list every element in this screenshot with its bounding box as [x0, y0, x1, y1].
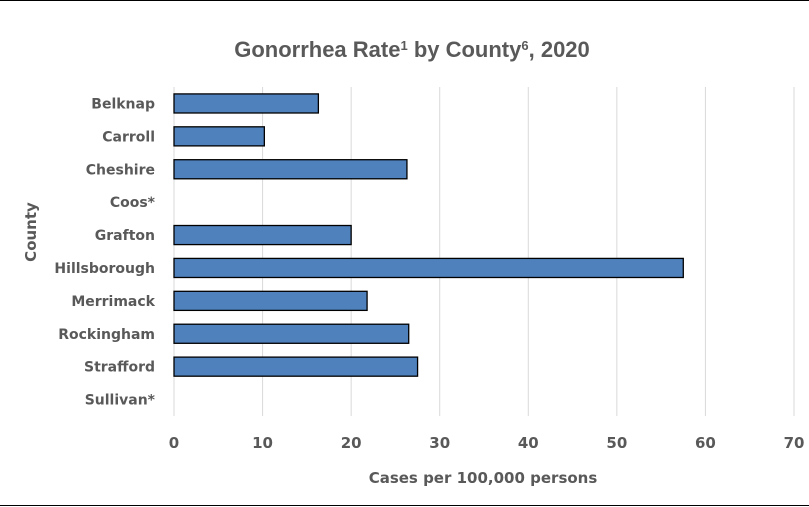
bar-hillsborough: [173, 257, 684, 279]
bar-grafton: [173, 224, 352, 246]
title-text: Gonorrhea Rate: [234, 37, 400, 62]
category-label: Cheshire: [86, 162, 155, 178]
bar-cheshire: [173, 159, 408, 180]
category-label: Sullivan*: [85, 393, 156, 409]
category-label: Grafton: [95, 228, 155, 244]
title-text: by County: [408, 37, 522, 62]
x-tick-label: 20: [341, 434, 362, 452]
title-text: , 2020: [529, 37, 590, 62]
x-tick-label: 70: [784, 434, 805, 452]
category-label: Carroll: [102, 129, 155, 145]
bar-merrimack: [173, 290, 368, 312]
chart-title: Gonorrhea Rate1 by County6, 2020: [234, 37, 590, 62]
x-tick-label: 60: [695, 434, 716, 452]
category-label: Merrimack: [71, 294, 155, 310]
category-label: Coos*: [110, 195, 156, 211]
x-tick-label: 50: [606, 434, 627, 452]
title-superscript: 1: [400, 38, 407, 53]
category-label: Rockingham: [58, 327, 155, 343]
y-axis-title: County: [22, 202, 40, 262]
category-label: Hillsborough: [54, 261, 155, 277]
x-axis-title: Cases per 100,000 persons: [369, 469, 598, 487]
x-tick-label: 10: [252, 434, 273, 452]
x-tick-label: 0: [169, 434, 179, 452]
x-tick-label: 40: [518, 434, 539, 452]
bar-rockingham: [173, 323, 410, 344]
bar-carroll: [173, 126, 265, 147]
category-labels: Belknap Carroll Cheshire Coos* Grafton Hillsb…: [54, 96, 155, 408]
bar-strafford: [173, 356, 419, 377]
bar-belknap: [173, 93, 320, 114]
x-tick-labels: 0 10 20 30 40 50 60 70: [169, 434, 805, 452]
category-label: Belknap: [91, 96, 155, 112]
category-label: Strafford: [84, 360, 155, 376]
x-tick-label: 30: [429, 434, 450, 452]
bars: [173, 93, 684, 377]
title-superscript: 6: [521, 38, 528, 53]
